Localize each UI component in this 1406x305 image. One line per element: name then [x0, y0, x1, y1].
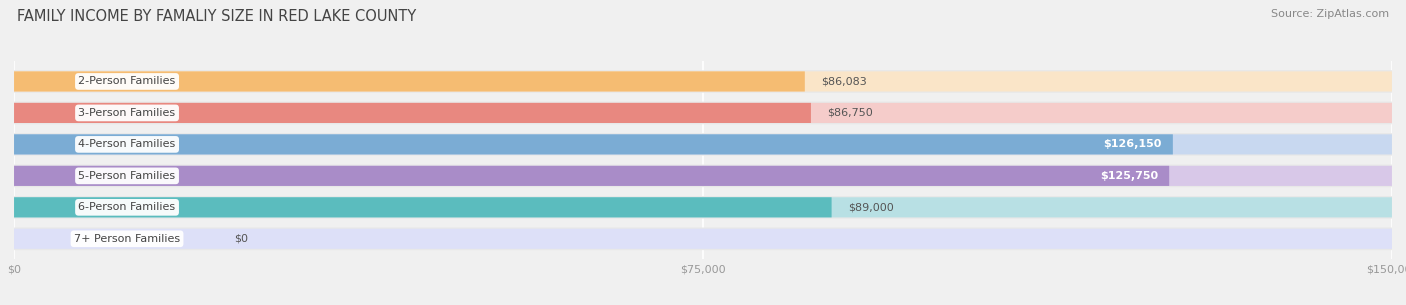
FancyBboxPatch shape [14, 164, 1392, 187]
Text: FAMILY INCOME BY FAMALIY SIZE IN RED LAKE COUNTY: FAMILY INCOME BY FAMALIY SIZE IN RED LAK… [17, 9, 416, 24]
FancyBboxPatch shape [14, 197, 831, 217]
FancyBboxPatch shape [14, 70, 1392, 93]
FancyBboxPatch shape [14, 229, 1392, 249]
FancyBboxPatch shape [14, 102, 1392, 124]
FancyBboxPatch shape [14, 134, 1173, 154]
FancyBboxPatch shape [14, 228, 1392, 250]
FancyBboxPatch shape [14, 134, 1392, 154]
Text: 3-Person Families: 3-Person Families [79, 108, 176, 118]
Text: $126,150: $126,150 [1104, 139, 1161, 149]
FancyBboxPatch shape [14, 197, 1392, 217]
Text: $86,750: $86,750 [828, 108, 873, 118]
Text: 7+ Person Families: 7+ Person Families [75, 234, 180, 244]
Text: $125,750: $125,750 [1099, 171, 1159, 181]
Text: $86,083: $86,083 [821, 77, 868, 86]
Text: 6-Person Families: 6-Person Families [79, 202, 176, 212]
Text: 5-Person Families: 5-Person Families [79, 171, 176, 181]
FancyBboxPatch shape [14, 196, 1392, 219]
FancyBboxPatch shape [14, 71, 1392, 92]
Text: Source: ZipAtlas.com: Source: ZipAtlas.com [1271, 9, 1389, 19]
FancyBboxPatch shape [14, 133, 1392, 156]
Text: $0: $0 [235, 234, 249, 244]
FancyBboxPatch shape [14, 71, 804, 92]
FancyBboxPatch shape [14, 166, 1170, 186]
Text: $89,000: $89,000 [848, 202, 894, 212]
Text: 4-Person Families: 4-Person Families [79, 139, 176, 149]
FancyBboxPatch shape [14, 166, 1392, 186]
Text: 2-Person Families: 2-Person Families [79, 77, 176, 86]
FancyBboxPatch shape [14, 103, 1392, 123]
FancyBboxPatch shape [14, 103, 811, 123]
